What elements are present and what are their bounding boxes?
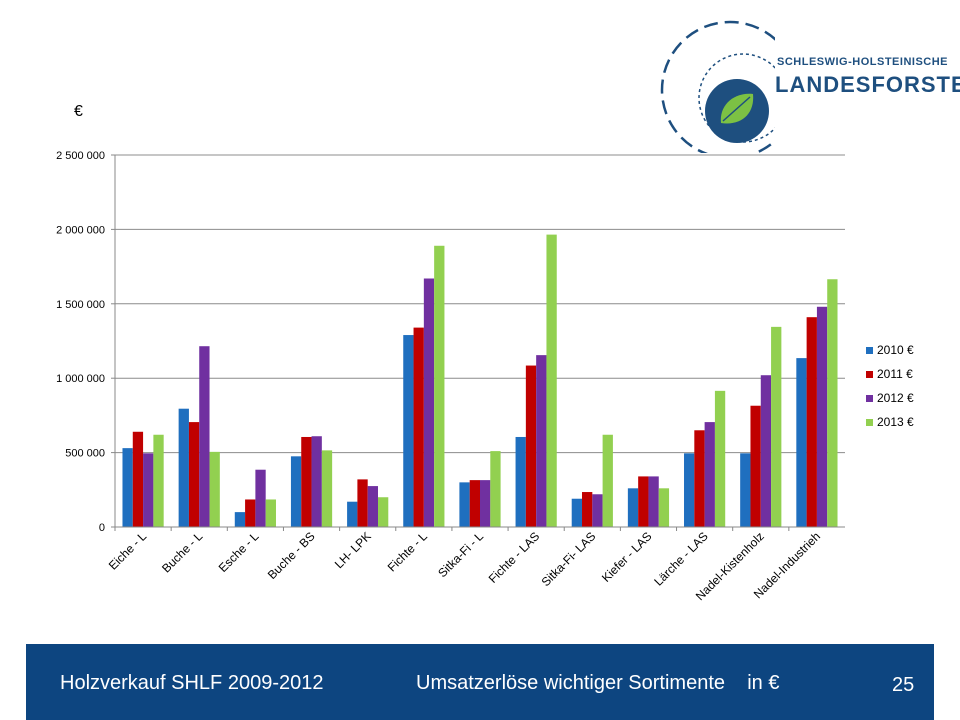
bar xyxy=(638,476,649,527)
bar xyxy=(199,346,210,527)
y-tick-label: 500 000 xyxy=(65,448,105,460)
bar xyxy=(827,279,838,527)
bar xyxy=(367,486,378,527)
legend-label: 2010 € xyxy=(877,343,914,357)
footer-bar: Holzverkauf SHLF 2009-2012 Umsatzerlöse … xyxy=(26,644,934,720)
x-tick-label: Eiche - L xyxy=(106,529,150,573)
x-tick-label: Buche - BS xyxy=(265,529,318,582)
bar xyxy=(188,422,200,527)
logo-emblem-icon xyxy=(660,20,775,153)
bar xyxy=(602,434,613,527)
legend-label: 2013 € xyxy=(877,415,914,429)
bar xyxy=(490,451,501,527)
bar xyxy=(122,448,133,527)
bar xyxy=(178,408,189,527)
bar xyxy=(582,492,593,527)
y-tick-label: 2 000 000 xyxy=(56,224,105,236)
x-tick-label: Sitka-Fi- LAS xyxy=(539,529,599,589)
x-tick-label: Kiefer - LAS xyxy=(599,529,655,585)
bar xyxy=(546,234,557,527)
bar xyxy=(740,453,751,527)
legend-swatch xyxy=(866,347,873,354)
bar xyxy=(301,436,312,527)
page-number: 25 xyxy=(892,674,915,696)
bar xyxy=(658,488,670,527)
bar xyxy=(760,375,772,527)
bar xyxy=(816,306,828,527)
bar xyxy=(536,355,547,527)
bar xyxy=(357,479,368,527)
bar xyxy=(714,390,726,527)
bar xyxy=(311,436,322,527)
x-tick-label: Esche - L xyxy=(216,529,262,575)
bar xyxy=(153,434,164,527)
bar xyxy=(684,453,695,527)
bars xyxy=(114,234,838,531)
x-tick-label: LH- LPK xyxy=(332,529,374,571)
footer-title: Holzverkauf SHLF 2009-2012 xyxy=(60,672,324,694)
legend-swatch xyxy=(866,419,873,426)
legend-swatch xyxy=(866,371,873,378)
bar xyxy=(459,482,470,527)
x-tick-label: Fichte - L xyxy=(385,529,430,574)
bar xyxy=(648,476,659,527)
bar xyxy=(704,422,715,527)
x-tick-label: Fichte - LAS xyxy=(486,529,543,586)
bar xyxy=(413,327,424,527)
y-tick-label: 1 000 000 xyxy=(56,373,105,385)
bar xyxy=(806,317,817,527)
x-tick-label: Buche - L xyxy=(159,529,205,575)
legend-label: 2011 € xyxy=(877,367,913,381)
footer-subtitle: Umsatzerlöse wichtiger Sortimente in € xyxy=(416,672,780,694)
bar xyxy=(423,278,435,527)
bar xyxy=(234,512,246,527)
bar xyxy=(694,430,705,527)
bar xyxy=(321,450,333,527)
bar xyxy=(347,501,358,527)
bar xyxy=(290,456,302,527)
bar xyxy=(403,335,414,527)
bar xyxy=(469,480,480,527)
gridlines xyxy=(115,154,845,454)
bar xyxy=(143,453,154,527)
bar xyxy=(515,436,526,527)
logo-text-main: LANDESFORSTEN xyxy=(775,72,960,97)
x-tick-label: Lärche - LAS xyxy=(651,529,710,588)
bar xyxy=(245,499,256,527)
bar xyxy=(255,469,266,527)
bar xyxy=(571,498,583,527)
bar xyxy=(132,431,144,527)
bar xyxy=(750,405,761,527)
y-tick-label: 1 500 000 xyxy=(56,299,105,311)
y-tick-labels: 0 500 000 1 000 000 1 500 000 2 000 000 2 500… xyxy=(56,150,115,534)
bar xyxy=(434,245,445,527)
legend: 2010 € 2011 € 2012 € 2013 € xyxy=(866,343,914,429)
bar xyxy=(592,494,603,527)
bar xyxy=(627,488,639,527)
y-tick-label: 0 xyxy=(99,522,105,534)
legend-label: 2012 € xyxy=(877,391,914,405)
legend-swatch xyxy=(866,395,873,402)
logo-text-top: SCHLESWIG-HOLSTEINISCHE xyxy=(777,56,949,68)
x-tick-labels: Eiche - L Buche - L Esche - L Buche - BS LH-… xyxy=(106,529,823,603)
bar xyxy=(771,326,782,527)
y-tick-label: 2 500 000 xyxy=(56,150,105,162)
y-unit-label: € xyxy=(74,103,83,120)
x-tick-label: Sitka-Fi - L xyxy=(435,529,486,580)
bar xyxy=(796,358,807,527)
bar xyxy=(480,480,491,527)
bar xyxy=(209,451,220,527)
logo: SCHLESWIG-HOLSTEINISCHE LANDESFORSTEN xyxy=(655,18,960,153)
bar xyxy=(377,497,389,527)
bar xyxy=(525,365,537,527)
bar xyxy=(265,499,276,527)
chart: € 0 500 000 1 000 000 1 500 000 2 000 000 2 5… xyxy=(56,103,914,603)
